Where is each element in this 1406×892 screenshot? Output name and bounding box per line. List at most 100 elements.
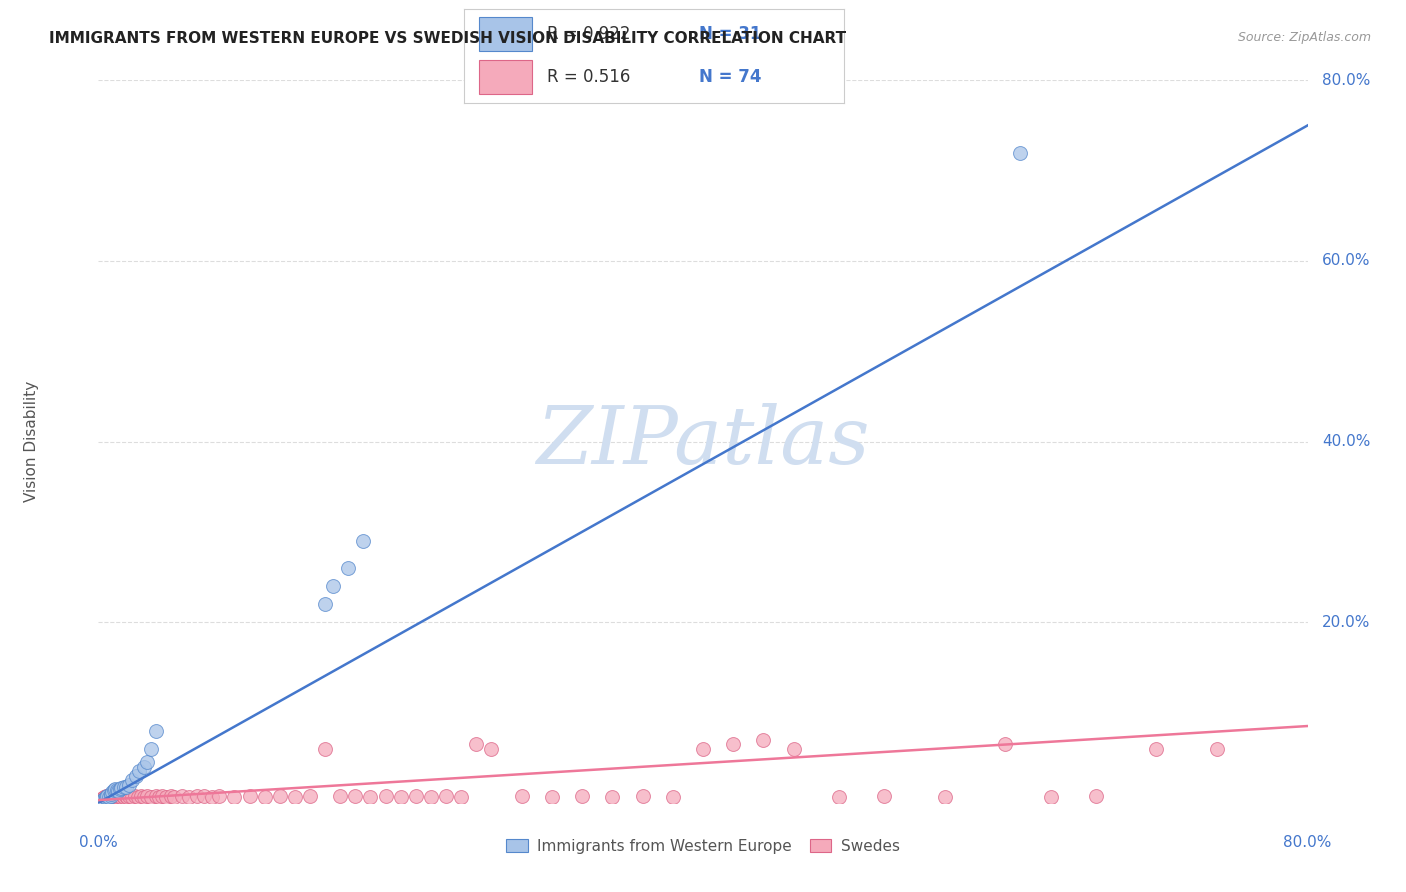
Point	[1085, 789, 1108, 804]
Point	[299, 789, 322, 804]
Point	[90, 794, 112, 808]
Point	[110, 781, 132, 796]
Text: R = 0.516: R = 0.516	[547, 69, 631, 87]
Point	[434, 789, 457, 804]
Text: 0.0%: 0.0%	[79, 835, 118, 850]
Point	[723, 737, 745, 751]
Text: Vision Disability: Vision Disability	[24, 381, 39, 502]
Point	[127, 790, 149, 805]
Point	[121, 790, 143, 805]
Text: 40.0%: 40.0%	[1322, 434, 1371, 449]
Point	[1010, 145, 1032, 160]
Point	[100, 789, 122, 803]
Point	[108, 782, 131, 797]
Point	[93, 790, 115, 805]
Point	[465, 737, 488, 751]
Point	[540, 790, 562, 805]
Point	[322, 579, 344, 593]
Text: Source: ZipAtlas.com: Source: ZipAtlas.com	[1237, 31, 1371, 45]
Point	[108, 789, 131, 803]
Point	[179, 790, 201, 805]
Point	[91, 791, 114, 805]
Point	[752, 732, 775, 747]
Point	[105, 790, 128, 805]
Point	[110, 790, 132, 805]
Point	[360, 790, 382, 805]
Point	[98, 790, 121, 805]
Point	[571, 789, 593, 804]
Legend: Immigrants from Western Europe, Swedes: Immigrants from Western Europe, Swedes	[501, 833, 905, 860]
Point	[100, 789, 122, 804]
Point	[107, 789, 129, 804]
Point	[783, 741, 806, 756]
Point	[145, 723, 167, 738]
Point	[1206, 741, 1229, 756]
Point	[141, 790, 163, 805]
Point	[389, 790, 412, 805]
Point	[336, 561, 359, 575]
Point	[510, 789, 533, 804]
Point	[115, 790, 138, 805]
Point	[98, 790, 121, 805]
Point	[186, 789, 208, 804]
Text: 80.0%: 80.0%	[1322, 73, 1371, 87]
Point	[105, 783, 128, 797]
Point	[101, 789, 124, 803]
Point	[224, 790, 246, 805]
Point	[145, 789, 167, 804]
Point	[481, 741, 503, 756]
Point	[135, 789, 157, 804]
Point	[269, 789, 291, 804]
Text: IMMIGRANTS FROM WESTERN EUROPE VS SWEDISH VISION DISABILITY CORRELATION CHART: IMMIGRANTS FROM WESTERN EUROPE VS SWEDIS…	[49, 31, 846, 46]
Point	[405, 789, 427, 804]
Text: 80.0%: 80.0%	[1284, 835, 1331, 850]
Point	[160, 789, 183, 804]
Point	[114, 780, 136, 795]
Point	[1039, 790, 1062, 805]
Point	[193, 789, 215, 803]
Point	[132, 760, 155, 774]
Point	[148, 790, 170, 805]
Point	[344, 789, 367, 804]
Point	[93, 792, 115, 806]
Point	[112, 780, 135, 794]
Point	[104, 782, 127, 797]
Point	[284, 790, 307, 805]
Point	[329, 789, 352, 803]
Point	[314, 597, 336, 611]
Point	[129, 789, 152, 804]
Point	[112, 790, 135, 805]
Point	[208, 789, 231, 804]
FancyBboxPatch shape	[479, 61, 533, 95]
Point	[124, 789, 146, 804]
Text: 60.0%: 60.0%	[1322, 253, 1371, 268]
Point	[101, 785, 124, 799]
Point	[91, 793, 114, 807]
Point	[692, 741, 714, 756]
Point	[420, 790, 443, 805]
Point	[934, 790, 956, 805]
Point	[103, 783, 125, 797]
Point	[107, 784, 129, 798]
Point	[602, 790, 624, 805]
Point	[239, 789, 262, 804]
Point	[150, 789, 173, 804]
Point	[114, 789, 136, 804]
Point	[352, 533, 374, 548]
Point	[828, 790, 851, 805]
Point	[104, 789, 127, 804]
Point	[873, 789, 896, 804]
Point	[1144, 741, 1167, 756]
Point	[155, 790, 177, 805]
Point	[96, 789, 118, 803]
Point	[128, 764, 150, 779]
Point	[163, 790, 186, 805]
Point	[450, 790, 472, 805]
Point	[94, 789, 117, 804]
Point	[661, 790, 683, 805]
Point	[374, 789, 396, 804]
Point	[90, 792, 112, 806]
Point	[253, 790, 276, 805]
FancyBboxPatch shape	[479, 17, 533, 51]
Point	[201, 790, 224, 805]
